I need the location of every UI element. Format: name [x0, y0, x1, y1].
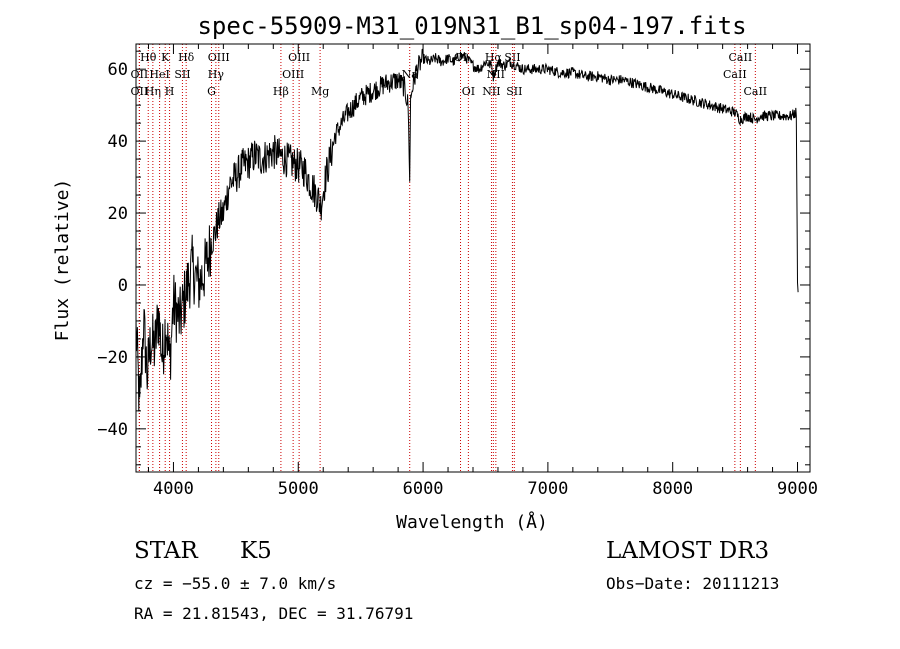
y-tick-label: 60	[108, 60, 128, 80]
axis-ticks: 4000 5000 6000 7000 8000 9000 −40 −20 0 20 40 60	[97, 44, 818, 499]
line-label: CaII	[729, 51, 753, 64]
line-label: OIII	[208, 51, 230, 64]
line-label: Hγ	[208, 68, 225, 81]
x-tick-label: 6000	[403, 479, 444, 499]
coordinates: RA = 21.81543, DEC = 31.76791	[134, 604, 414, 623]
spectrum-line	[135, 48, 799, 412]
object-subclass: K5	[240, 538, 272, 564]
line-label: CaII	[723, 68, 747, 81]
y-tick-label: −40	[97, 420, 128, 440]
chart-title: spec-55909-M31_019N31_B1_sp04-197.fits	[197, 12, 746, 40]
line-label: Hδ	[178, 51, 195, 64]
x-tick-label: 8000	[652, 479, 693, 499]
line-label: CaII	[743, 85, 767, 98]
x-tick-label: 5000	[278, 479, 319, 499]
y-tick-label: 40	[108, 132, 128, 152]
line-label: Mg	[311, 85, 329, 98]
line-label: OIII	[288, 51, 310, 64]
plot-frame	[135, 43, 811, 473]
survey-name: LAMOST DR3	[606, 538, 770, 564]
line-label: Hβ	[273, 85, 289, 98]
line-label: H	[165, 85, 175, 98]
redshift-velocity: cz = −55.0 ± 7.0 km/s	[134, 574, 337, 593]
observation-date: Obs−Date: 20111213	[606, 574, 780, 593]
y-tick-label: 20	[108, 204, 128, 224]
line-label: SII	[174, 68, 190, 81]
x-axis-label: Wavelength (Å)	[396, 511, 548, 533]
line-label: SII	[506, 85, 522, 98]
line-label: Hθ	[140, 51, 157, 64]
x-tick-label: 4000	[153, 479, 194, 499]
line-label: G	[207, 85, 216, 98]
line-label: SII	[504, 51, 520, 64]
line-label: OIII	[282, 68, 304, 81]
y-tick-label: 0	[118, 276, 128, 296]
x-tick-label: 9000	[777, 479, 818, 499]
y-tick-label: −20	[97, 348, 128, 368]
line-label: K	[161, 51, 170, 64]
object-class: STAR	[134, 538, 198, 564]
x-tick-label: 7000	[527, 479, 568, 499]
line-label: OII	[131, 85, 149, 98]
line-label: NII	[482, 85, 500, 98]
y-axis-label: Flux (relative)	[52, 179, 73, 342]
line-label: Hη	[145, 85, 161, 98]
line-label: OI	[462, 85, 475, 98]
line-label: HeI	[149, 68, 169, 81]
